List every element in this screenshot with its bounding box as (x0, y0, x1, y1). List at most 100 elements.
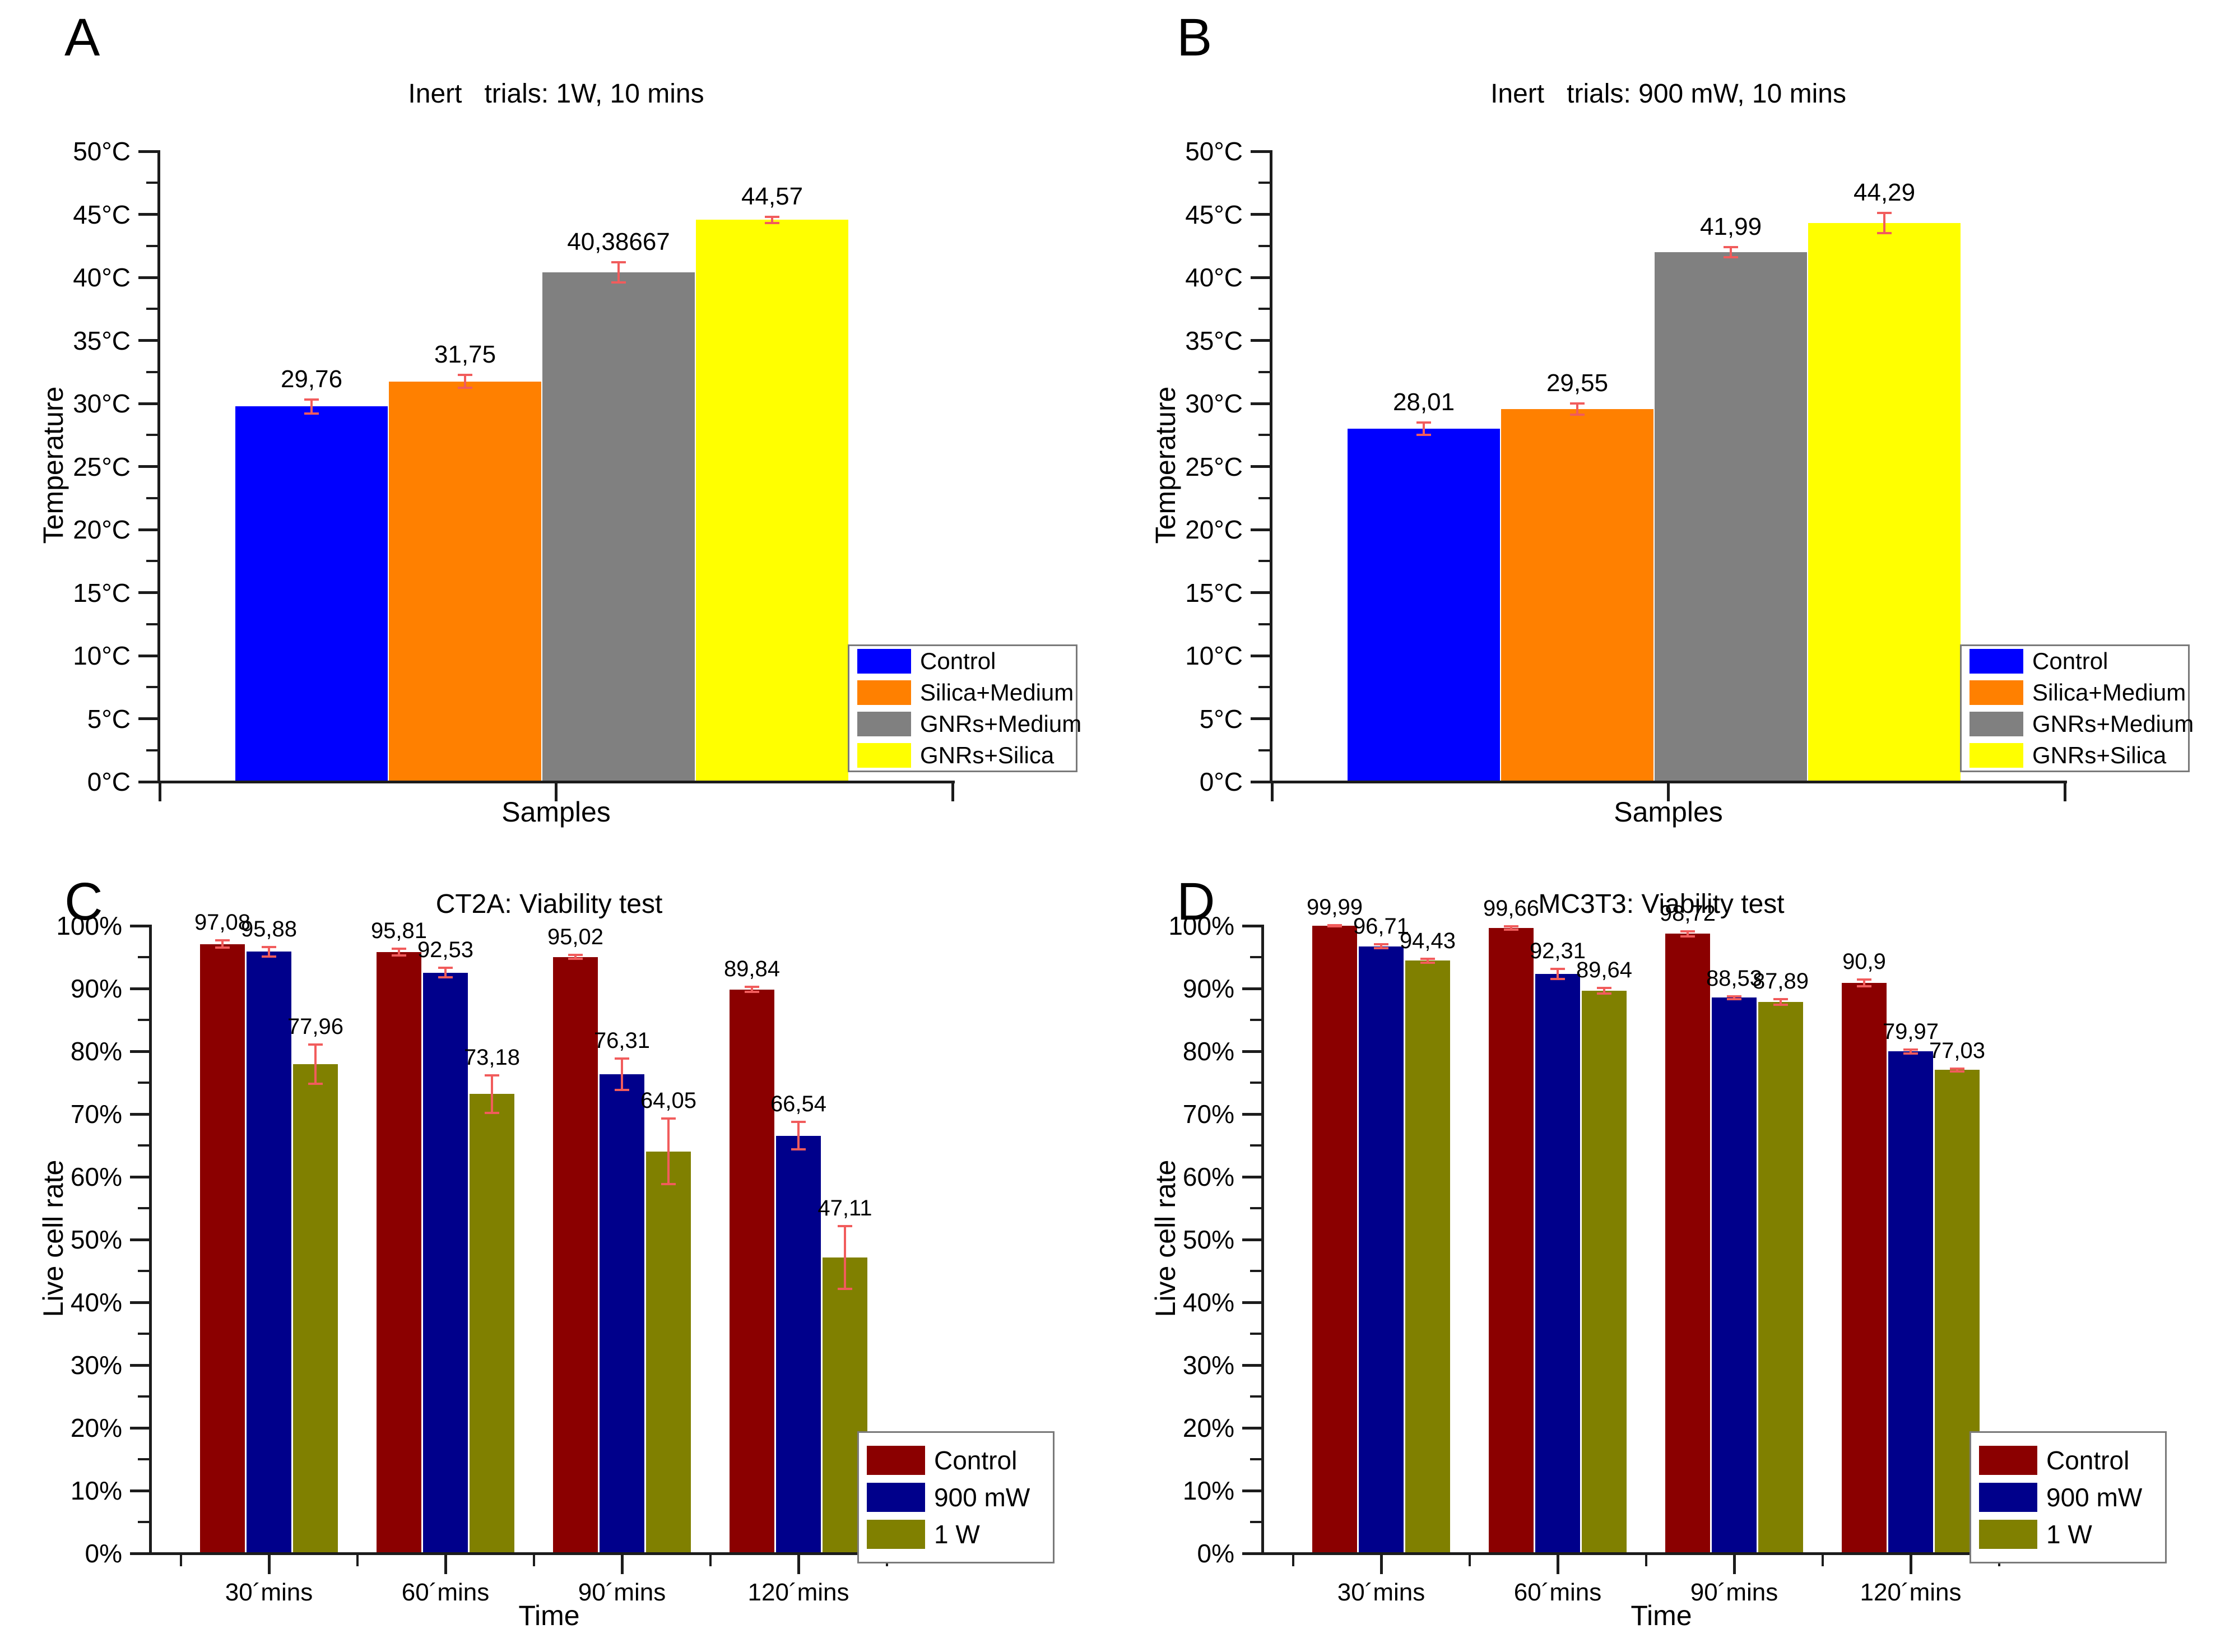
error-bar-cap-top (438, 967, 453, 969)
y-tick-label: 20°C (1185, 515, 1243, 544)
bar (423, 972, 468, 1553)
error-bar (444, 968, 447, 978)
y-axis (149, 925, 152, 1554)
error-bar (1510, 926, 1512, 930)
x-axis-title-a: Samples (501, 796, 611, 828)
error-bar-cap-top (304, 398, 319, 401)
bar (1501, 409, 1653, 782)
legend-label: GNRs+Silica (2032, 742, 2167, 769)
x-tick (620, 1555, 624, 1574)
y-tick-label: 60% (70, 1162, 122, 1191)
value-label: 73,18 (463, 1045, 521, 1070)
y-minor-tick (138, 1019, 149, 1021)
error-bar (771, 216, 773, 223)
bar (377, 952, 421, 1553)
x-minor-tick (1645, 1555, 1647, 1566)
value-label: 41,99 (1699, 213, 1762, 241)
panel-c: C CT2A: Viability test Live cell rate Ti… (0, 826, 1113, 1652)
legend: Control Silica+Medium GNRs+Medium GNRs+Sili… (848, 644, 1081, 772)
error-bar-cap-top (262, 945, 276, 948)
error-bar-cap-top (215, 939, 230, 941)
error-bar-cap-top (1950, 1068, 1964, 1070)
bar (600, 1074, 644, 1553)
error-bar-cap-bottom (1724, 256, 1738, 259)
y-tick (1242, 1238, 1261, 1241)
y-tick-label: 50% (1182, 1225, 1234, 1254)
value-label: 77,03 (1929, 1038, 1986, 1064)
y-axis (1261, 925, 1264, 1554)
x-tick (444, 1555, 447, 1574)
x-tick (1732, 1555, 1736, 1574)
value-label: 76,31 (593, 1028, 651, 1054)
y-minor-tick (1258, 560, 1270, 563)
y-tick (138, 591, 157, 594)
legend-swatch (867, 1520, 925, 1549)
value-label: 97,08 (194, 909, 251, 935)
y-tick (138, 213, 157, 216)
error-bar-cap-top (1416, 421, 1431, 424)
y-axis (1270, 150, 1272, 783)
y-tick (138, 402, 157, 405)
y-tick (130, 1489, 149, 1492)
legend-label: 900 mW (934, 1482, 1030, 1512)
y-tick-label: 50°C (73, 137, 131, 166)
y-tick-label: 10°C (1185, 641, 1243, 670)
y-tick-label: 15°C (1185, 578, 1243, 607)
y-minor-tick (138, 1458, 149, 1460)
x-tick (1270, 783, 1274, 801)
error-bar-cap-bottom (1420, 961, 1435, 964)
value-label: 44,57 (741, 182, 803, 210)
y-minor-tick (1258, 244, 1270, 247)
y-tick (138, 780, 157, 783)
y-tick-label: 20% (70, 1413, 122, 1442)
y-tick (138, 276, 157, 279)
error-bar-cap-top (485, 1074, 499, 1076)
error-bar-cap-bottom (1857, 985, 1871, 988)
y-tick-label: 0% (1197, 1539, 1234, 1568)
error-bar-cap-top (568, 954, 583, 957)
legend-item: Control (867, 1446, 1053, 1475)
value-label: 95,81 (370, 918, 428, 944)
error-bar-cap-top (1327, 924, 1342, 926)
error-bar-cap-top (458, 374, 472, 377)
bar (1535, 974, 1580, 1553)
error-bar (1423, 422, 1425, 435)
bar (235, 406, 388, 782)
legend-label: GNRs+Medium (2032, 711, 2194, 737)
y-tick (1242, 987, 1261, 990)
value-label: 89,64 (1576, 957, 1633, 982)
y-tick (1251, 591, 1270, 594)
chart-title-c: CT2A: Viability test (435, 889, 663, 919)
y-tick (1242, 924, 1261, 927)
x-axis (149, 1552, 949, 1555)
legend: Control 900 mW 1 W (1969, 1431, 2167, 1563)
y-minor-tick (138, 956, 149, 958)
bar (1312, 926, 1357, 1553)
y-tick-label: 10% (70, 1476, 122, 1505)
y-minor-tick (1250, 956, 1261, 958)
y-tick (138, 465, 157, 468)
error-bar-cap-top (1420, 958, 1435, 960)
value-label: 77,96 (287, 1014, 344, 1040)
y-tick-label: 10% (1182, 1476, 1234, 1505)
x-tick (2063, 783, 2066, 801)
bar (1808, 223, 1961, 782)
error-bar (464, 375, 466, 388)
y-tick (130, 1301, 149, 1304)
value-label: 92,31 (1529, 939, 1586, 964)
x-minor-tick (532, 1555, 535, 1566)
legend-swatch (867, 1483, 925, 1512)
y-minor-tick (1258, 623, 1270, 625)
y-tick (1242, 1552, 1261, 1555)
error-bar-cap-bottom (1416, 434, 1431, 437)
y-minor-tick (1258, 370, 1270, 373)
y-minor-tick (138, 1207, 149, 1209)
error-bar-cap-bottom (1327, 925, 1342, 928)
error-bar-cap-bottom (615, 1089, 629, 1092)
value-label: 64,05 (640, 1088, 697, 1113)
value-label: 98,72 (1659, 901, 1716, 926)
error-bar (667, 1119, 670, 1184)
error-bar (491, 1075, 493, 1113)
y-tick-label: 40°C (73, 263, 131, 292)
value-label: 96,71 (1353, 914, 1410, 939)
